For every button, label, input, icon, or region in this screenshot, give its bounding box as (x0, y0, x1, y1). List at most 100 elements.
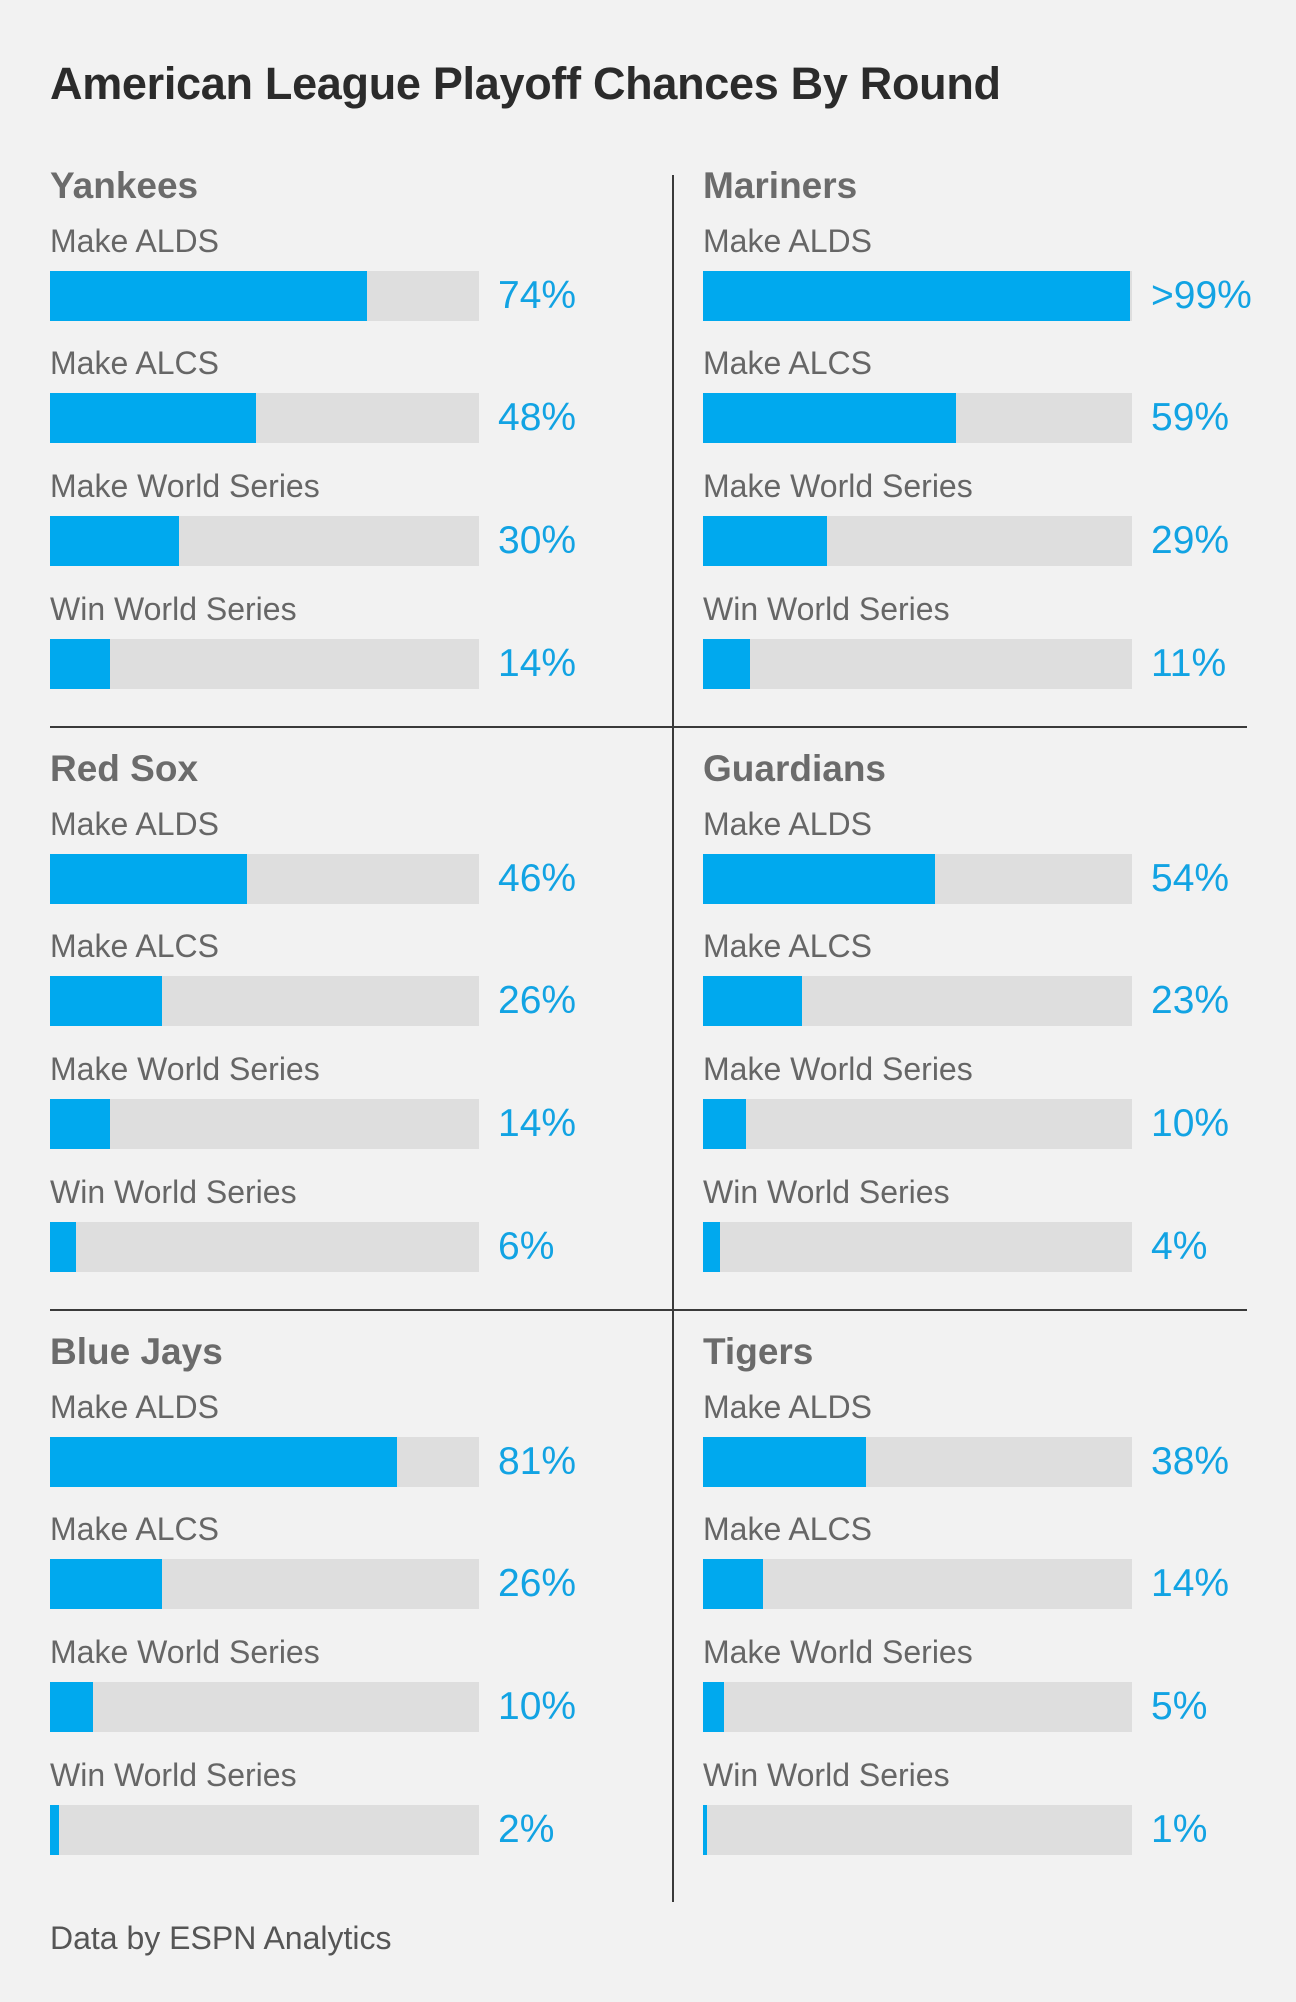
round-label: Make ALDS (703, 223, 872, 259)
round-label: Make ALDS (50, 223, 219, 259)
bar-track (50, 1222, 479, 1272)
round-label: Win World Series (50, 1174, 297, 1210)
round-label: Make ALCS (50, 1511, 219, 1547)
bar-value-label: 6% (498, 1225, 555, 1268)
bar-row-win-world-series: Win World Series 11% (703, 591, 1296, 714)
bar-row-make-world-series: Make World Series 14% (50, 1051, 650, 1174)
bar-track (703, 393, 1132, 443)
team-panel-tigers: Tigers Make ALDS 38% Make ALCS 14% Make World… (703, 1331, 1296, 1891)
bar-value-label: 26% (498, 1562, 577, 1605)
bar-track (703, 516, 1132, 566)
bar-value-label: 23% (1151, 979, 1230, 1022)
bar-row-make-alcs: Make ALCS 59% (703, 345, 1296, 468)
bar-fill (50, 1559, 162, 1609)
team-name: Yankees (50, 165, 199, 206)
bar-fill (703, 854, 935, 904)
team-panel-blue-jays: Blue Jays Make ALDS 81% Make ALCS 26% Make Wo… (50, 1331, 650, 1891)
bar-track (703, 976, 1132, 1026)
bar-fill (703, 976, 802, 1026)
bar-value-label: 14% (498, 642, 577, 685)
horizontal-divider-1 (50, 726, 1247, 728)
bar-value-label: 4% (1151, 1225, 1208, 1268)
bar-row-win-world-series: Win World Series 2% (50, 1757, 650, 1880)
bar-track (50, 1805, 479, 1855)
source-note: Data by ESPN Analytics (50, 1920, 392, 1956)
round-label: Win World Series (50, 591, 297, 627)
round-label: Make World Series (703, 468, 973, 504)
bar-row-make-alcs: Make ALCS 14% (703, 1511, 1296, 1634)
bar-fill (703, 271, 1130, 321)
bar-track (703, 854, 1132, 904)
bar-track (50, 1682, 479, 1732)
bar-row-make-alds: Make ALDS >99% (703, 223, 1296, 346)
bar-row-make-world-series: Make World Series 30% (50, 468, 650, 591)
bar-row-make-alds: Make ALDS 81% (50, 1389, 650, 1512)
bar-fill (703, 1682, 725, 1732)
bar-track (703, 639, 1132, 689)
bar-value-label: 74% (498, 274, 577, 317)
round-label: Make ALCS (50, 928, 219, 964)
round-label: Win World Series (703, 1757, 950, 1793)
bar-value-label: 48% (498, 396, 577, 439)
bar-value-label: 30% (498, 519, 577, 562)
round-label: Make World Series (703, 1051, 973, 1087)
horizontal-divider-2 (50, 1309, 1247, 1311)
bar-fill (50, 639, 111, 689)
bar-fill (50, 516, 179, 566)
bar-fill (50, 1437, 398, 1487)
team-panel-yankees: Yankees Make ALDS 74% Make ALCS 48% Make Worl… (50, 165, 650, 725)
bar-track (50, 271, 479, 321)
bar-track (703, 1099, 1132, 1149)
bar-value-label: 11% (1151, 642, 1227, 685)
round-label: Make World Series (50, 468, 320, 504)
bar-value-label: 59% (1151, 396, 1230, 439)
bar-row-make-alds: Make ALDS 74% (50, 223, 650, 346)
round-label: Make ALDS (703, 1389, 872, 1425)
bar-track (703, 1682, 1132, 1732)
bar-track (703, 1805, 1132, 1855)
bar-track (50, 639, 479, 689)
bar-value-label: 46% (498, 857, 577, 900)
bar-row-make-alds: Make ALDS 54% (703, 806, 1296, 929)
bar-track (50, 393, 479, 443)
bar-fill (703, 1437, 867, 1487)
bar-track (703, 1559, 1132, 1609)
bar-fill (703, 1805, 708, 1855)
team-panel-guardians: Guardians Make ALDS 54% Make ALCS 23% Make Wo… (703, 748, 1296, 1308)
bar-value-label: 10% (1151, 1102, 1230, 1145)
bar-value-label: 81% (498, 1440, 577, 1483)
round-label: Make World Series (50, 1634, 320, 1670)
bar-track (703, 1222, 1132, 1272)
bar-row-make-alcs: Make ALCS 48% (50, 345, 650, 468)
team-name: Guardians (703, 748, 886, 789)
bar-row-win-world-series: Win World Series 4% (703, 1174, 1296, 1297)
bar-value-label: 2% (498, 1808, 555, 1851)
bar-fill (703, 639, 751, 689)
bar-value-label: 10% (498, 1685, 577, 1728)
bar-track (50, 516, 479, 566)
bar-track (703, 271, 1132, 321)
bar-row-make-alcs: Make ALCS 26% (50, 928, 650, 1051)
team-name: Red Sox (50, 748, 199, 789)
bar-row-make-alds: Make ALDS 38% (703, 1389, 1296, 1512)
bar-fill (50, 393, 256, 443)
round-label: Make ALDS (703, 806, 872, 842)
bar-track (50, 1437, 479, 1487)
bar-fill (50, 1682, 93, 1732)
round-label: Make World Series (50, 1051, 320, 1087)
bar-row-win-world-series: Win World Series 6% (50, 1174, 650, 1297)
round-label: Make ALDS (50, 1389, 219, 1425)
bar-fill (50, 1222, 76, 1272)
bar-fill (703, 1222, 721, 1272)
team-panel-mariners: Mariners Make ALDS >99% Make ALCS 59% Make Wo… (703, 165, 1296, 725)
bar-value-label: >99% (1151, 274, 1252, 317)
team-name: Mariners (703, 165, 858, 206)
round-label: Make ALCS (703, 1511, 872, 1547)
bar-track (50, 976, 479, 1026)
round-label: Make World Series (703, 1634, 973, 1670)
bar-fill (703, 1099, 746, 1149)
bar-row-make-world-series: Make World Series 10% (50, 1634, 650, 1757)
round-label: Make ALCS (703, 345, 872, 381)
bar-value-label: 14% (498, 1102, 577, 1145)
